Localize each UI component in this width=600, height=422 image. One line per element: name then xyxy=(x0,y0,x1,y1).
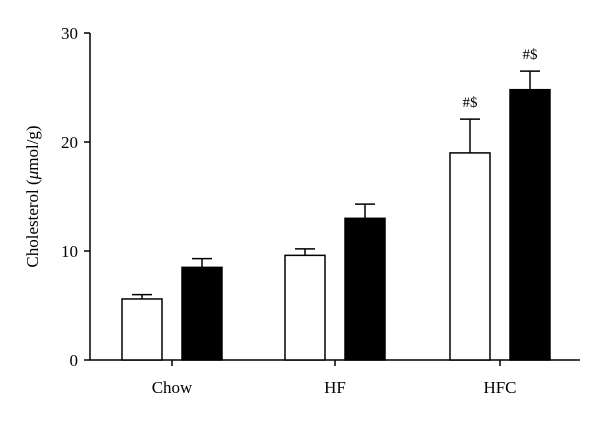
y-tick-label: 30 xyxy=(61,24,78,43)
y-tick-label: 0 xyxy=(70,351,79,370)
bar-chow-series-1 xyxy=(121,298,163,361)
x-tick-label: HFC xyxy=(483,378,516,397)
labels: 0 10 20 30 Cholesterol (μmol/g) Chow HF HFC #$ #$ xyxy=(23,24,538,397)
x-tick-label: HF xyxy=(324,378,346,397)
significance-annotation: #$ xyxy=(463,95,479,111)
bar-hfc-series-1 xyxy=(449,152,491,361)
y-tick-label: 20 xyxy=(61,133,78,152)
x-tick-label: Chow xyxy=(152,378,193,397)
significance-annotation: #$ xyxy=(523,47,539,63)
y-axis-title: Cholesterol (μmol/g) xyxy=(23,125,42,267)
bars xyxy=(121,70,551,361)
bar-chow-series-2 xyxy=(181,266,223,361)
y-tick-label: 10 xyxy=(61,242,78,261)
bar-hf-series-2 xyxy=(344,217,386,361)
bar-hfc-series-2 xyxy=(509,88,551,361)
bar-hf-series-1 xyxy=(284,254,326,361)
axes xyxy=(84,32,580,366)
